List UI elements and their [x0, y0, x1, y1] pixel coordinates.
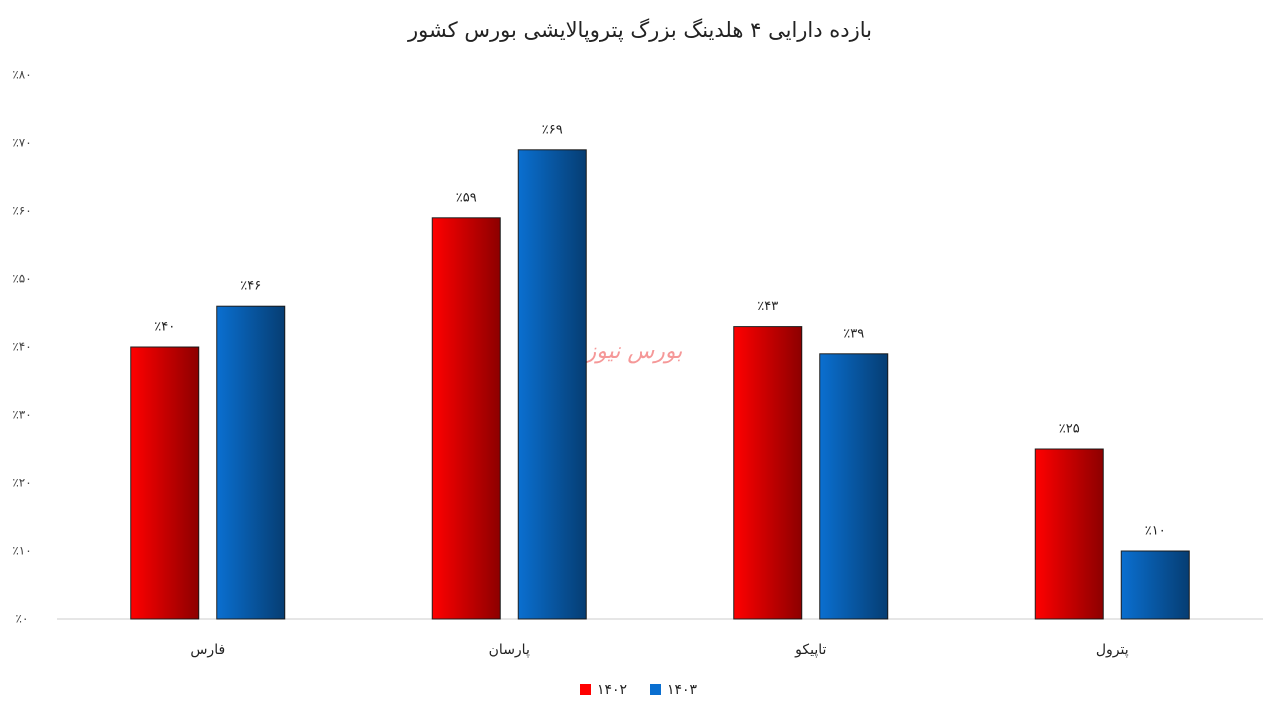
legend-label: ۱۴۰۲: [597, 682, 627, 698]
y-tick-label: ٪۰: [16, 612, 29, 626]
bar-shade: [819, 353, 888, 619]
value-label: ٪۴۳: [757, 299, 778, 314]
y-tick-label: ٪۲۰: [12, 476, 31, 490]
value-label: ٪۳۹: [843, 326, 864, 341]
y-tick-label: ٪۴۰: [12, 340, 31, 354]
bar-shade: [733, 326, 802, 619]
x-tick-label: تاپیکو: [794, 642, 826, 658]
bar-shade: [1035, 449, 1104, 619]
x-tick-label: پترول: [1096, 642, 1129, 658]
bar-shade: [518, 149, 587, 620]
value-label: ٪۲۵: [1059, 422, 1080, 437]
watermark: بورس نیوز: [583, 339, 683, 364]
value-label: ٪۴۰: [154, 320, 175, 335]
legend-label: ۱۴۰۳: [667, 682, 698, 698]
bar-shade: [1121, 551, 1190, 619]
legend-swatch: [650, 684, 661, 695]
y-tick-label: ٪۶۰: [12, 204, 31, 218]
bar-shade: [130, 347, 199, 619]
legend-swatch: [580, 684, 591, 695]
y-tick-label: ٪۱۰: [12, 544, 31, 558]
y-tick-label: ٪۵۰: [12, 272, 31, 286]
y-tick-label: ٪۸۰: [12, 68, 31, 82]
y-tick-label: ٪۳۰: [12, 408, 31, 422]
value-label: ٪۱۰: [1145, 524, 1166, 539]
x-tick-label: پارسان: [489, 642, 530, 658]
bar-shade: [432, 217, 501, 620]
value-label: ٪۴۶: [240, 279, 261, 294]
chart-title: بازده دارایی ۴ هلدینگ بزرگ پتروپالایشی ب…: [407, 18, 872, 42]
x-tick-label: فارس: [190, 642, 225, 658]
value-label: ٪۵۹: [456, 190, 477, 205]
value-label: ٪۶۹: [542, 122, 563, 137]
y-tick-label: ٪۷۰: [12, 136, 31, 150]
bar-shade: [216, 306, 285, 619]
